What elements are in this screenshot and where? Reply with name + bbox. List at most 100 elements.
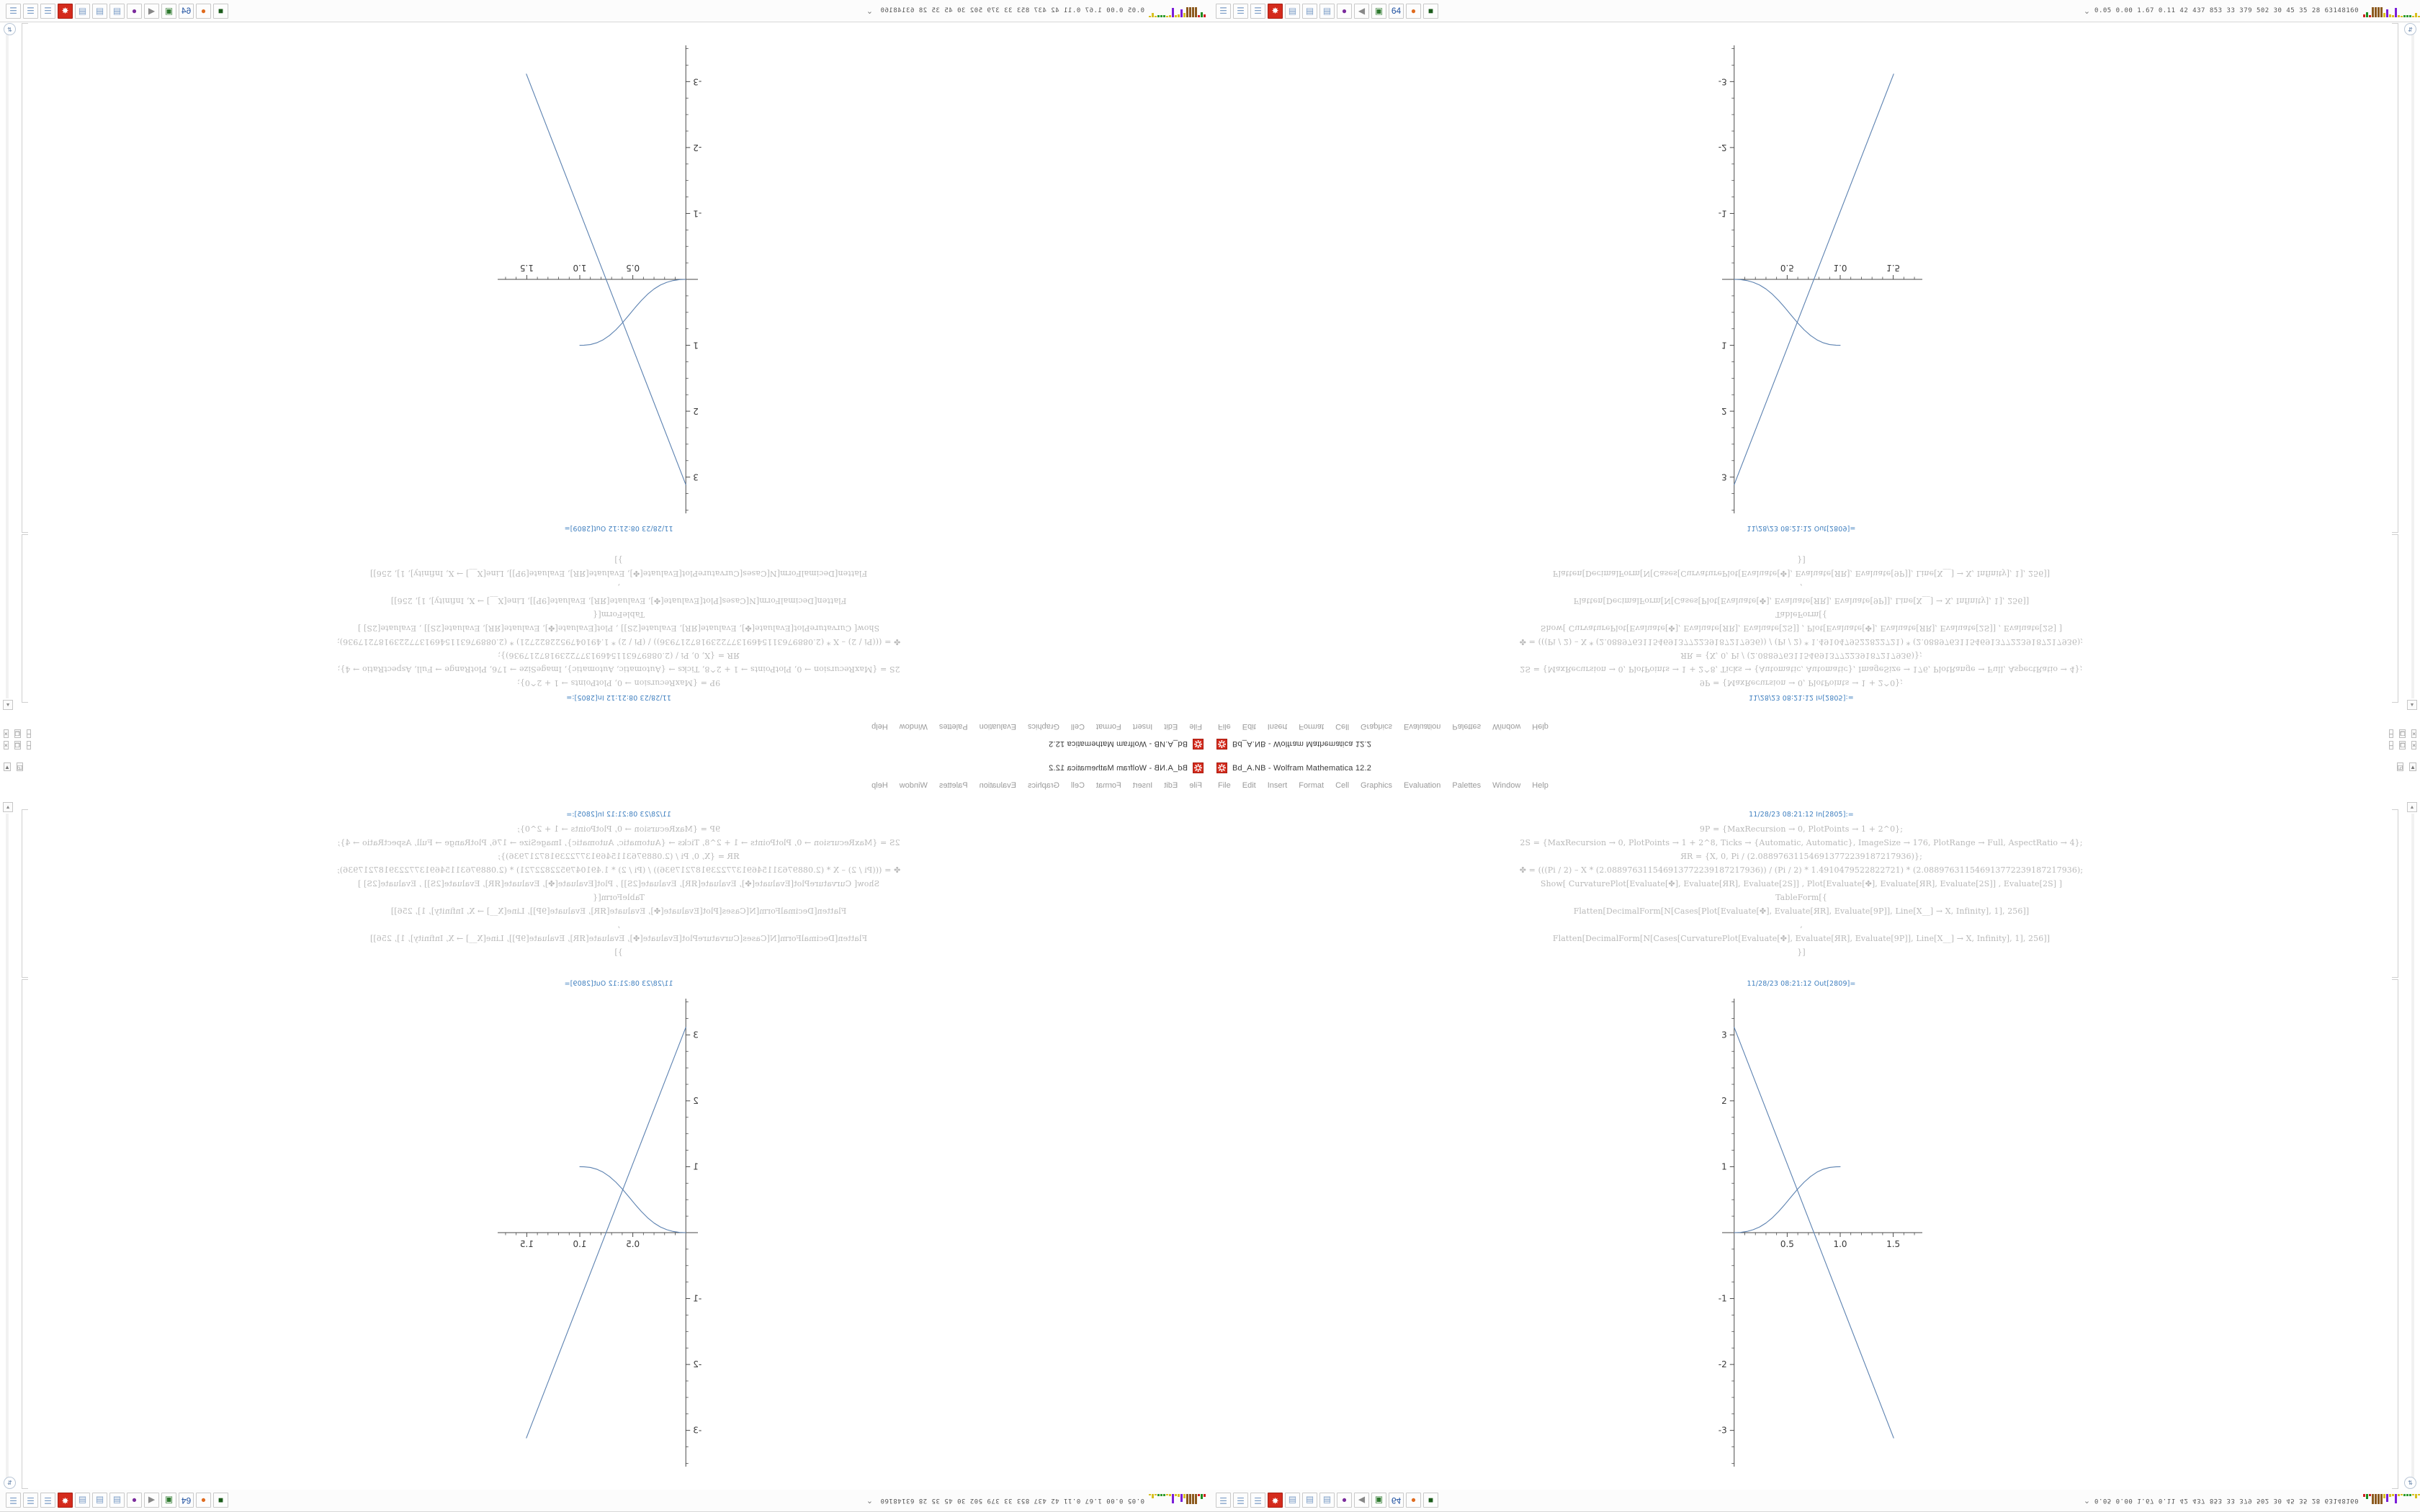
menu-item-cell[interactable]: Cell xyxy=(1070,722,1085,731)
cell-input-2805[interactable]: 11/28/23 08:21:12 In[2805]:= 9P = {MaxRe… xyxy=(27,811,1210,959)
menu-item-insert[interactable]: Insert xyxy=(1132,722,1153,731)
firefox-icon[interactable]: ● xyxy=(1406,3,1421,19)
mathematica-icon[interactable]: ✸ xyxy=(1268,3,1283,19)
mathematica-icon[interactable]: ✸ xyxy=(58,1493,73,1508)
cell-output-2809[interactable]: 11/28/23 08:21:12 Out[2809]= -3 -2 -1 1 2 3 0.… xyxy=(27,31,1210,532)
cell-bracket-graphic[interactable] xyxy=(2392,979,2398,1489)
display-monitor-icon[interactable]: ▣ xyxy=(1371,1493,1386,1508)
menu-item-insert[interactable]: Insert xyxy=(1267,781,1288,790)
taskbar-buttons-right[interactable]: ☰ ☰ ☰ ✸ ▤ ▤ ▤ ● ◀ ▣ 64 ● ■ xyxy=(1210,1493,2110,1508)
edge-controls-row-a[interactable]: × ❐ – xyxy=(2388,729,2419,739)
notepad-window-icon[interactable]: ☰ xyxy=(6,1493,21,1508)
menu-item-cell[interactable]: Cell xyxy=(1335,722,1350,731)
menu-item-palettes[interactable]: Palettes xyxy=(1452,781,1482,790)
firefox-icon[interactable]: ● xyxy=(196,3,211,19)
scroll-track[interactable] xyxy=(2411,814,2414,1479)
notepad-window-icon[interactable]: ☰ xyxy=(40,3,55,19)
notepad-window-icon[interactable]: ☰ xyxy=(1250,1493,1265,1508)
scroll-up-arrow[interactable]: ▲ xyxy=(2407,700,2417,710)
text-editor-icon[interactable]: ▤ xyxy=(109,3,125,19)
menu-item-evaluation[interactable]: Evaluation xyxy=(979,722,1016,731)
collapse-icon[interactable]: ▲ xyxy=(2409,762,2416,771)
menu-item-palettes[interactable]: Palettes xyxy=(938,781,968,790)
notebook-scrollbar[interactable]: ▲ ⇅ ▼ xyxy=(3,802,19,1508)
notepad-window-icon[interactable]: ☰ xyxy=(1216,1493,1231,1508)
close-icon[interactable]: × xyxy=(2411,729,2416,738)
text-editor-icon[interactable]: ▤ xyxy=(1285,3,1300,19)
display-monitor-icon[interactable]: ▣ xyxy=(1371,3,1386,19)
notebook-scrollbar[interactable]: ▲ ⇅ ▼ xyxy=(2401,4,2417,710)
floppy-save-icon[interactable]: 64 xyxy=(179,3,194,19)
edge-controls-row-c[interactable]: ▲ ◱ xyxy=(2396,762,2419,772)
menu-item-file[interactable]: File xyxy=(1189,722,1202,731)
text-editor-icon[interactable]: ▤ xyxy=(1285,1493,1300,1508)
menu-item-window[interactable]: Window xyxy=(1492,722,1521,731)
page-icon[interactable]: ◱ xyxy=(2396,762,2404,771)
menu-item-file[interactable]: File xyxy=(1189,781,1202,790)
notepad-window-icon[interactable]: ☰ xyxy=(23,3,38,19)
purple-owl-icon[interactable]: ● xyxy=(1337,1493,1352,1508)
close-icon[interactable]: × xyxy=(4,741,9,750)
menu-item-edit[interactable]: Edit xyxy=(1242,722,1256,731)
menu-item-format[interactable]: Format xyxy=(1095,722,1121,731)
text-editor-icon[interactable]: ▤ xyxy=(75,3,90,19)
menu-bar[interactable]: File Edit Insert Format Cell Graphics Ev… xyxy=(1210,775,2420,790)
cell-input-2805[interactable]: 11/28/23 08:21:12 In[2805]:= 9P = {MaxRe… xyxy=(27,553,1210,701)
firefox-icon[interactable]: ● xyxy=(196,1493,211,1508)
floppy-save-icon[interactable]: 64 xyxy=(179,1493,194,1508)
menu-bar[interactable]: File Edit Insert Format Cell Graphics Ev… xyxy=(1210,722,2420,737)
volume-speaker-icon[interactable]: ◀ xyxy=(144,1493,159,1508)
text-editor-icon[interactable]: ▤ xyxy=(1302,3,1317,19)
purple-owl-icon[interactable]: ● xyxy=(1337,3,1352,19)
menu-item-palettes[interactable]: Palettes xyxy=(938,722,968,731)
minimize-icon[interactable]: – xyxy=(2388,741,2394,750)
menu-item-format[interactable]: Format xyxy=(1299,722,1325,731)
menu-item-help[interactable]: Help xyxy=(871,722,888,731)
curvature-plot-graphic[interactable]: -3 -2 -1 1 2 3 0.5 1.0 1.5 xyxy=(475,31,763,521)
menu-item-evaluation[interactable]: Evaluation xyxy=(1404,722,1441,731)
purple-owl-icon[interactable]: ● xyxy=(127,1493,142,1508)
terminal-icon[interactable]: ■ xyxy=(213,1493,228,1508)
text-editor-icon[interactable]: ▤ xyxy=(92,1493,107,1508)
menu-item-window[interactable]: Window xyxy=(899,781,928,790)
menu-bar[interactable]: File Edit Insert Format Cell Graphics Ev… xyxy=(0,775,1210,790)
menu-item-edit[interactable]: Edit xyxy=(1164,781,1178,790)
menu-item-edit[interactable]: Edit xyxy=(1164,722,1178,731)
cell-bracket-graphic[interactable] xyxy=(22,23,28,533)
terminal-icon[interactable]: ■ xyxy=(1423,3,1438,19)
collapse-icon[interactable]: ▲ xyxy=(4,762,11,771)
taskbar-buttons-left[interactable]: ■ ● 64 ▣ ◀ ● ▤ ▤ ▤ ✸ ☰ ☰ ☰ xyxy=(0,3,900,19)
taskbar-buttons-left[interactable]: ■ ● 64 ▣ ◀ ● ▤ ▤ ▤ ✸ ☰ ☰ ☰ xyxy=(0,1493,900,1508)
restore-icon[interactable]: ❐ xyxy=(14,729,21,738)
notepad-window-icon[interactable]: ☰ xyxy=(23,1493,38,1508)
menu-item-window[interactable]: Window xyxy=(1492,781,1521,790)
text-editor-icon[interactable]: ▤ xyxy=(1319,3,1335,19)
edge-controls-row-b[interactable]: × ❐ – xyxy=(2388,740,2419,750)
cell-output-2809[interactable]: 11/28/23 08:21:12 Out[2809]= -3 -2 -1 1 2 3 0.… xyxy=(27,980,1210,1481)
purple-owl-icon[interactable]: ● xyxy=(127,3,142,19)
menu-bar[interactable]: File Edit Insert Format Cell Graphics Ev… xyxy=(0,722,1210,737)
scroll-up-arrow[interactable]: ▲ xyxy=(2407,802,2417,812)
restore-icon[interactable]: ❐ xyxy=(2399,729,2406,738)
menu-item-graphics[interactable]: Graphics xyxy=(1027,781,1059,790)
scroll-up-arrow[interactable]: ▲ xyxy=(3,802,13,812)
notepad-window-icon[interactable]: ☰ xyxy=(6,3,21,19)
text-editor-icon[interactable]: ▤ xyxy=(109,1493,125,1508)
text-editor-icon[interactable]: ▤ xyxy=(92,3,107,19)
menu-item-format[interactable]: Format xyxy=(1095,781,1121,790)
minimize-icon[interactable]: – xyxy=(26,741,32,750)
scroll-up-arrow[interactable]: ▲ xyxy=(3,700,13,710)
menu-item-graphics[interactable]: Graphics xyxy=(1027,722,1059,731)
notepad-window-icon[interactable]: ☰ xyxy=(40,1493,55,1508)
menu-item-file[interactable]: File xyxy=(1218,722,1231,731)
edge-controls-row-c[interactable]: ▲ ◱ xyxy=(1,762,24,772)
menu-item-insert[interactable]: Insert xyxy=(1132,781,1153,790)
display-monitor-icon[interactable]: ▣ xyxy=(161,3,176,19)
volume-speaker-icon[interactable]: ◀ xyxy=(1354,3,1369,19)
restore-icon[interactable]: ❐ xyxy=(2399,741,2406,750)
menu-item-palettes[interactable]: Palettes xyxy=(1452,722,1482,731)
curvature-plot-graphic[interactable]: -3 -2 -1 1 2 3 0.5 1.0 1.5 xyxy=(1657,31,1945,521)
volume-speaker-icon[interactable]: ◀ xyxy=(1354,1493,1369,1508)
taskbar-buttons-right[interactable]: ☰ ☰ ☰ ✸ ▤ ▤ ▤ ● ◀ ▣ 64 ● ■ xyxy=(1210,3,2110,19)
scroll-track[interactable] xyxy=(2411,33,2414,698)
